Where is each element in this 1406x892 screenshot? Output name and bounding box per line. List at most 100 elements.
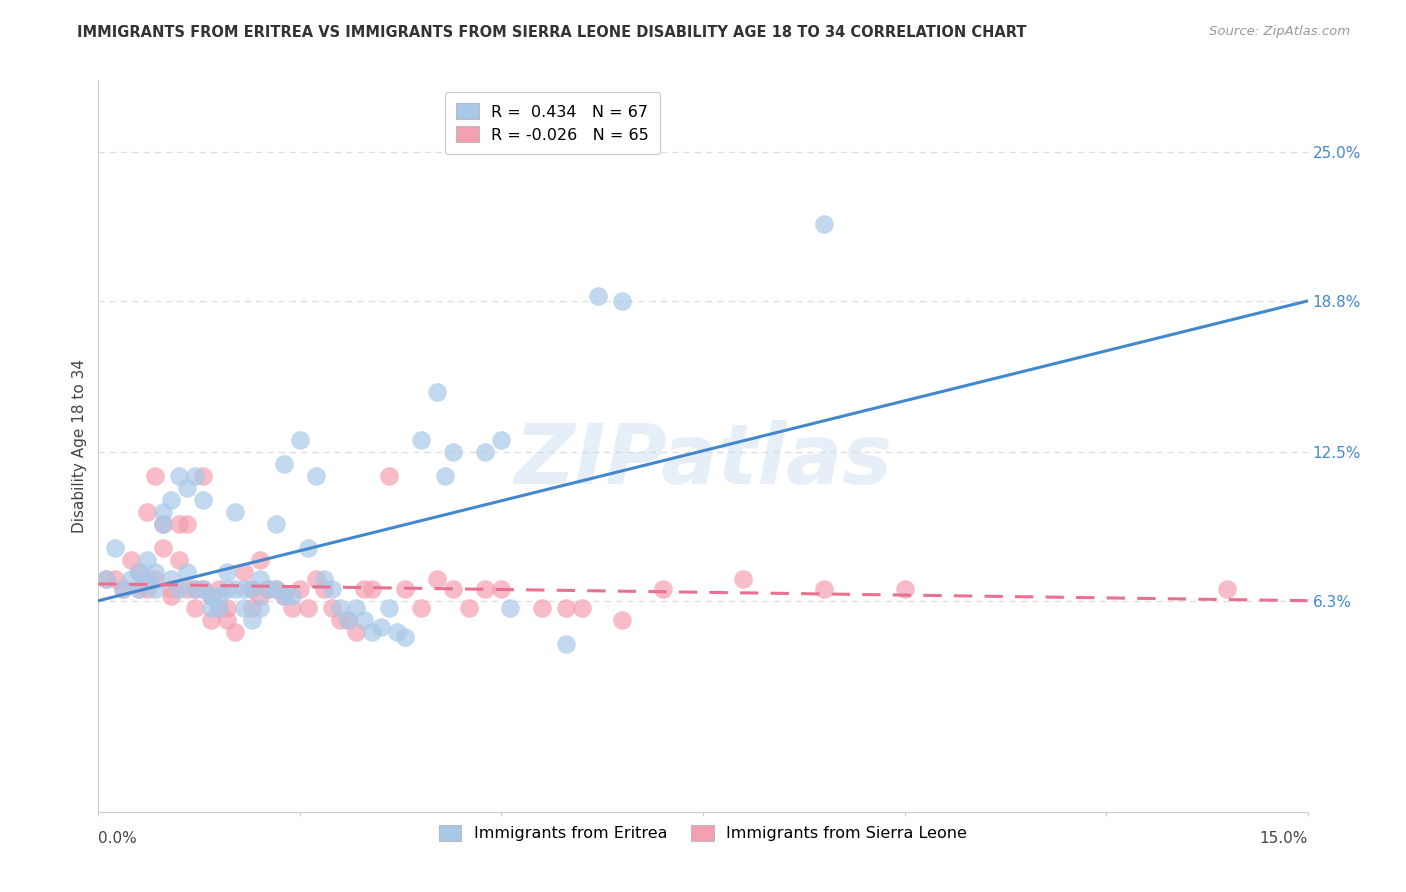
Point xyxy=(176,565,198,579)
Point xyxy=(184,582,207,596)
Point xyxy=(273,589,295,603)
Point xyxy=(264,516,287,531)
Point xyxy=(426,385,449,400)
Point xyxy=(200,589,222,603)
Point xyxy=(281,600,304,615)
Point xyxy=(152,516,174,531)
Point xyxy=(217,613,239,627)
Text: 0.0%: 0.0% xyxy=(98,831,138,846)
Point xyxy=(273,589,295,603)
Point xyxy=(217,600,239,615)
Point xyxy=(474,445,496,459)
Point xyxy=(240,582,263,596)
Point xyxy=(160,589,183,603)
Point xyxy=(249,589,271,603)
Point xyxy=(167,469,190,483)
Point xyxy=(96,572,118,586)
Point xyxy=(434,469,457,483)
Point xyxy=(377,600,399,615)
Point xyxy=(103,572,125,586)
Point xyxy=(409,600,432,615)
Point xyxy=(232,600,254,615)
Point xyxy=(394,582,416,596)
Point xyxy=(208,589,231,603)
Point xyxy=(193,582,215,596)
Point xyxy=(143,572,166,586)
Point xyxy=(200,589,222,603)
Point xyxy=(128,582,150,596)
Point xyxy=(152,541,174,555)
Point xyxy=(135,572,157,586)
Point xyxy=(264,582,287,596)
Point xyxy=(224,582,246,596)
Point xyxy=(256,582,278,596)
Point xyxy=(208,582,231,596)
Point xyxy=(240,600,263,615)
Point xyxy=(329,613,352,627)
Point xyxy=(813,217,835,231)
Point xyxy=(426,572,449,586)
Point xyxy=(111,582,134,596)
Point xyxy=(240,582,263,596)
Point xyxy=(103,541,125,555)
Point xyxy=(167,582,190,596)
Point xyxy=(143,565,166,579)
Point xyxy=(256,582,278,596)
Point xyxy=(143,469,166,483)
Point xyxy=(160,582,183,596)
Point xyxy=(491,433,513,447)
Point xyxy=(813,582,835,596)
Point xyxy=(184,582,207,596)
Point xyxy=(167,553,190,567)
Point xyxy=(651,582,673,596)
Point xyxy=(240,613,263,627)
Point xyxy=(96,572,118,586)
Point xyxy=(224,624,246,639)
Point xyxy=(377,469,399,483)
Point xyxy=(458,600,481,615)
Point xyxy=(128,565,150,579)
Legend: Immigrants from Eritrea, Immigrants from Sierra Leone: Immigrants from Eritrea, Immigrants from… xyxy=(432,818,974,847)
Point xyxy=(612,293,634,308)
Point xyxy=(441,582,464,596)
Y-axis label: Disability Age 18 to 34: Disability Age 18 to 34 xyxy=(72,359,87,533)
Point xyxy=(353,613,375,627)
Point xyxy=(385,624,408,639)
Point xyxy=(176,516,198,531)
Point xyxy=(491,582,513,596)
Point xyxy=(264,582,287,596)
Point xyxy=(217,565,239,579)
Point xyxy=(184,469,207,483)
Point xyxy=(208,600,231,615)
Point xyxy=(249,572,271,586)
Point xyxy=(555,637,578,651)
Text: 15.0%: 15.0% xyxy=(1260,831,1308,846)
Point xyxy=(530,600,553,615)
Point xyxy=(135,505,157,519)
Point xyxy=(160,492,183,507)
Point xyxy=(474,582,496,596)
Point xyxy=(733,572,755,586)
Point xyxy=(120,553,142,567)
Point xyxy=(305,572,328,586)
Point xyxy=(370,620,392,634)
Point xyxy=(224,505,246,519)
Point xyxy=(120,572,142,586)
Point xyxy=(344,624,367,639)
Text: ZIPatlas: ZIPatlas xyxy=(515,420,891,501)
Point xyxy=(1216,582,1239,596)
Point xyxy=(305,469,328,483)
Point xyxy=(232,582,254,596)
Point xyxy=(111,582,134,596)
Point xyxy=(441,445,464,459)
Point xyxy=(273,457,295,471)
Point xyxy=(200,600,222,615)
Point xyxy=(135,553,157,567)
Point xyxy=(329,600,352,615)
Point xyxy=(571,600,593,615)
Point xyxy=(128,582,150,596)
Point xyxy=(176,582,198,596)
Point xyxy=(200,613,222,627)
Text: IMMIGRANTS FROM ERITREA VS IMMIGRANTS FROM SIERRA LEONE DISABILITY AGE 18 TO 34 : IMMIGRANTS FROM ERITREA VS IMMIGRANTS FR… xyxy=(77,25,1026,40)
Point xyxy=(135,582,157,596)
